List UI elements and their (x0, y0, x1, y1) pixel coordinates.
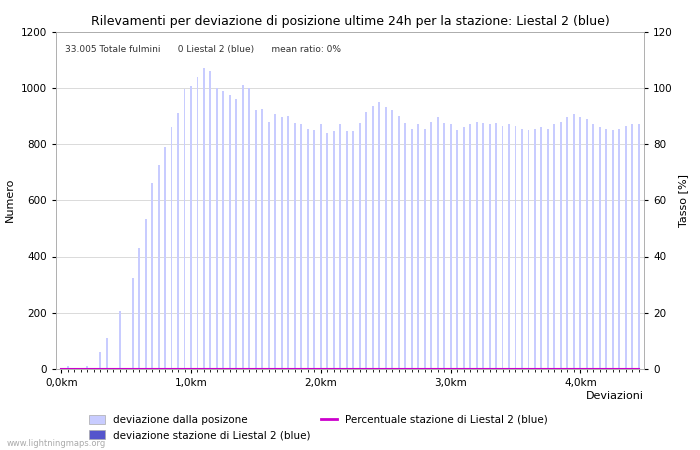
Bar (190, 86, 192, 369)
Bar (197, 76, 199, 369)
Bar (203, 68, 205, 369)
Bar (378, 102, 380, 369)
Bar (566, 117, 568, 369)
Bar (145, 219, 146, 369)
Bar (391, 110, 393, 369)
Bar (411, 129, 412, 369)
Bar (463, 127, 465, 369)
Bar (80, 368, 82, 369)
Bar (521, 129, 523, 369)
Bar (138, 248, 140, 369)
Bar (171, 127, 172, 369)
Bar (99, 352, 101, 369)
Bar (469, 124, 471, 369)
Bar (618, 129, 620, 369)
Bar (495, 123, 497, 369)
Bar (164, 147, 166, 369)
Bar (235, 99, 237, 369)
Bar (501, 126, 503, 369)
Bar (268, 122, 270, 369)
Bar (281, 117, 283, 369)
Bar (86, 366, 88, 369)
Bar (404, 123, 406, 369)
Bar (255, 110, 257, 369)
Bar (456, 130, 458, 369)
Bar (612, 130, 614, 369)
Bar (638, 124, 640, 369)
Bar (274, 114, 277, 369)
Bar (248, 88, 251, 369)
Bar (112, 368, 114, 369)
Bar (482, 123, 484, 369)
Bar (599, 127, 601, 369)
Bar (352, 131, 354, 369)
Bar (547, 129, 549, 369)
Text: www.lightningmaps.org: www.lightningmaps.org (7, 439, 106, 448)
Bar (242, 85, 244, 369)
Bar (288, 116, 289, 369)
Bar (158, 165, 160, 369)
Bar (125, 368, 127, 369)
Bar (592, 124, 594, 369)
Bar (554, 124, 555, 369)
Bar (74, 368, 75, 369)
Text: Deviazioni: Deviazioni (586, 391, 644, 401)
Bar (294, 123, 296, 369)
Bar (92, 368, 95, 369)
Bar (209, 71, 211, 369)
Bar (118, 311, 120, 369)
Y-axis label: Tasso [%]: Tasso [%] (678, 174, 688, 227)
Bar (625, 126, 626, 369)
Bar (326, 133, 328, 369)
Bar (359, 123, 360, 369)
Bar (586, 119, 588, 369)
Bar (385, 108, 386, 369)
Bar (430, 122, 432, 369)
Bar (508, 124, 510, 369)
Text: 33.005 Totale fulmini      0 Liestal 2 (blue)      mean ratio: 0%: 33.005 Totale fulmini 0 Liestal 2 (blue)… (65, 45, 341, 54)
Bar (340, 124, 341, 369)
Bar (534, 129, 536, 369)
Bar (300, 124, 302, 369)
Bar (229, 95, 231, 369)
Bar (60, 368, 62, 369)
Bar (606, 129, 608, 369)
Bar (417, 124, 419, 369)
Bar (216, 88, 218, 369)
Bar (261, 109, 263, 369)
Bar (151, 184, 153, 369)
Bar (346, 131, 348, 369)
Bar (177, 113, 179, 369)
Bar (443, 123, 445, 369)
Bar (398, 116, 400, 369)
Bar (106, 338, 108, 369)
Bar (132, 278, 134, 369)
Bar (332, 130, 335, 369)
Title: Rilevamenti per deviazione di posizione ultime 24h per la stazione: Liestal 2 (b: Rilevamenti per deviazione di posizione … (90, 14, 610, 27)
Bar (489, 124, 491, 369)
Bar (424, 129, 426, 369)
Bar (475, 122, 477, 369)
Bar (307, 129, 309, 369)
Bar (449, 124, 452, 369)
Bar (514, 126, 517, 369)
Bar (528, 130, 529, 369)
Bar (183, 89, 186, 369)
Legend: deviazione dalla posizone, deviazione stazione di Liestal 2 (blue), Percentuale : deviazione dalla posizone, deviazione st… (89, 414, 548, 440)
Bar (631, 124, 634, 369)
Y-axis label: Numero: Numero (5, 178, 15, 222)
Bar (66, 366, 69, 369)
Bar (365, 112, 368, 369)
Bar (573, 114, 575, 369)
Bar (314, 130, 315, 369)
Bar (320, 124, 322, 369)
Bar (372, 106, 374, 369)
Bar (560, 122, 562, 369)
Bar (437, 117, 439, 369)
Bar (223, 90, 225, 369)
Bar (540, 127, 542, 369)
Bar (580, 117, 582, 369)
